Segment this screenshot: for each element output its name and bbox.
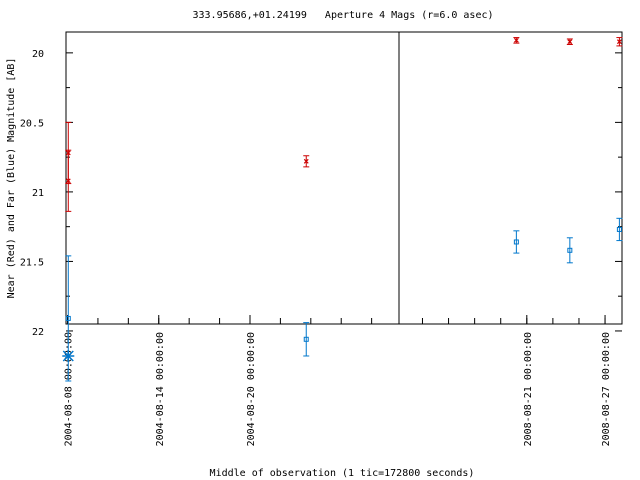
x-tick-label: 2008-08-27 00:00:00 [601,332,612,446]
chart-title: 333.95686,+01.24199 Aperture 4 Mags (r=6… [192,10,493,21]
y-tick-label: 20.5 [20,118,44,129]
data-point-far [567,247,573,253]
data-point-near [513,37,519,43]
x-tick-label: 2004-08-08 00:00:00 [64,332,75,446]
x-tick-label: 2008-08-21 00:00:00 [523,332,534,446]
data-point-near [616,39,622,45]
x-tick-label: 2004-08-20 00:00:00 [246,332,257,446]
y-tick-label: 20 [32,49,44,60]
x-tick-label: 2004-08-14 00:00:00 [155,332,166,446]
data-point-far-limit [62,349,75,362]
data-point-near [65,178,71,184]
data-point-far [616,226,622,232]
data-point-far [65,315,71,321]
x-axis-label: Middle of observation (1 tic=172800 seco… [210,468,475,479]
plot-frame [65,31,623,325]
y-tick-label: 21 [32,188,44,199]
y-tick-label: 21.5 [20,257,44,268]
data-point-far [513,239,519,245]
y-tick-label: 22 [32,327,44,338]
data-point-near [303,158,309,164]
data-point-near [567,39,573,45]
data-point-far [303,336,309,342]
y-axis-label: Near (Red) and Far (Blue) Magnitude [AB] [6,58,17,299]
